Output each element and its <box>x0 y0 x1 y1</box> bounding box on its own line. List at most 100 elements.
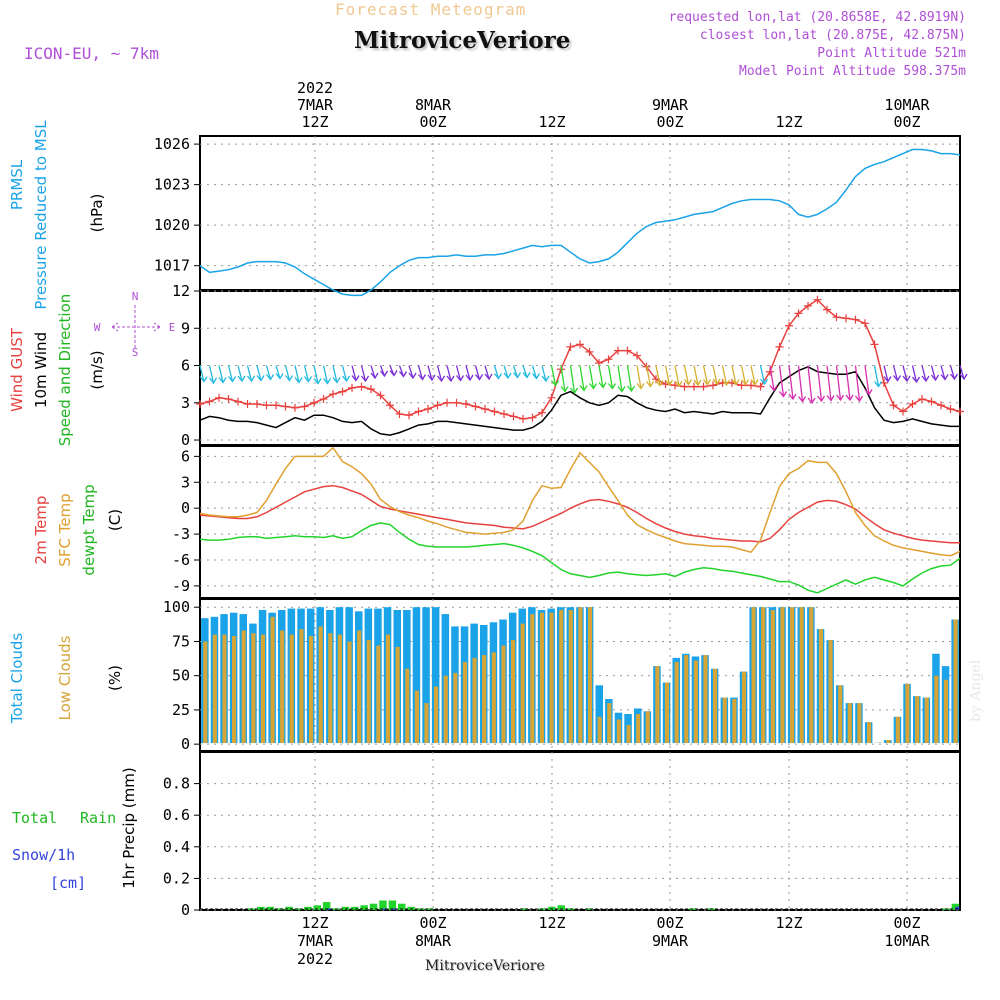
precip-bar-total <box>426 908 434 910</box>
wind-arrow <box>465 365 471 381</box>
gust-marker <box>471 402 480 411</box>
wind-arrow <box>531 365 538 379</box>
cloud-bar-low <box>395 646 400 743</box>
precip-bar-total <box>266 906 275 910</box>
model-label: ICON-EU, ~ 7km <box>24 44 159 63</box>
wind-arrow <box>731 365 737 385</box>
cloud-bar-low <box>203 641 208 743</box>
cloud-bar-low <box>568 610 573 743</box>
gust-marker <box>348 383 356 392</box>
cloud-bar-total <box>595 685 603 743</box>
wind-arrow-head <box>759 378 769 386</box>
ytick-label-precip: 0.6 <box>163 806 190 824</box>
wind-arrow <box>626 365 633 392</box>
wind-arrow-head <box>816 395 826 403</box>
gust-marker <box>272 401 280 410</box>
wind-arrow-head <box>959 373 968 381</box>
wind-arrow <box>341 365 348 382</box>
cloud-bar-low <box>943 679 948 743</box>
top-tick-date: 10MAR <box>884 96 930 114</box>
gust-marker <box>633 351 641 360</box>
series-line-temperature-0 <box>199 484 960 544</box>
wind-arrow <box>712 365 718 385</box>
cloud-bar-low <box>385 634 390 743</box>
cloud-bar-low <box>790 607 795 743</box>
gust-marker <box>937 401 945 410</box>
closest-coords: closest lon,lat (20.875E, 42.875N) <box>699 28 966 43</box>
cloud-bar-low <box>732 699 737 743</box>
precip-bar-total <box>548 906 556 910</box>
wind-arrow <box>332 365 338 383</box>
wind-arrow <box>636 365 642 389</box>
wind-arrow-head <box>769 385 778 392</box>
ytick-label-temperature: -6 <box>172 551 190 569</box>
top-tick-hour: 00Z <box>419 113 446 131</box>
wind-arrow-head <box>873 381 883 388</box>
cloud-bar-low <box>241 630 246 743</box>
cloud-bar-low <box>318 626 323 743</box>
wind-arrow-head <box>626 385 636 393</box>
wind-arrow-head <box>778 391 788 398</box>
wind-arrow <box>436 365 443 382</box>
wind-arrow-head <box>560 386 569 393</box>
wind-arrow <box>892 365 899 381</box>
ytick-label-precip: 0.4 <box>163 838 190 856</box>
gust-marker <box>253 400 261 409</box>
wind-arrow <box>683 365 690 385</box>
cloud-bar-low <box>520 623 525 743</box>
gust-marker <box>699 382 708 391</box>
bottom-tick-hour: 12Z <box>538 914 565 932</box>
gust-marker <box>899 407 907 416</box>
gust-marker <box>205 397 214 406</box>
precip-bar-total <box>304 906 312 910</box>
wind-arrow-head <box>588 383 598 390</box>
cloud-bar-low <box>838 685 843 743</box>
wind-arrow-head <box>693 379 702 387</box>
wind-arrow-head <box>892 375 902 382</box>
compass-s: S <box>132 346 139 359</box>
bottom-tick-date: 7MAR <box>297 932 334 950</box>
precip-bar-total <box>257 906 265 910</box>
wind-arrow <box>474 365 481 380</box>
ytick-label-precip: 0.2 <box>163 869 190 887</box>
cloud-bar-low <box>588 607 593 743</box>
precip-bar-total <box>557 905 565 910</box>
wind-arrow-head <box>655 380 664 387</box>
wind-arrow <box>864 365 870 395</box>
wind-arrow <box>721 365 728 386</box>
wind-arrow <box>484 365 490 380</box>
wind-arrow <box>579 365 585 391</box>
top-tick-hour: 12Z <box>301 113 328 131</box>
cloud-bar-low <box>212 634 217 743</box>
wind-arrow-head <box>607 383 617 390</box>
ytick-label-wind: 12 <box>172 282 190 300</box>
wind-arrow-head <box>788 393 797 401</box>
ytick-label-temperature: 3 <box>181 473 190 491</box>
cloud-bar-low <box>636 714 641 743</box>
gust-marker <box>262 401 271 410</box>
cloud-bar-low <box>280 630 285 743</box>
gust-marker <box>566 342 575 351</box>
wind-arrow <box>560 365 566 392</box>
cloud-bar-low <box>443 675 448 743</box>
label-ms: (m/s) <box>88 350 106 389</box>
precip-bar-total <box>322 902 331 910</box>
panel-frame-precip <box>199 751 961 911</box>
cloud-bar-low <box>357 630 362 743</box>
precip-bar-total <box>285 906 293 910</box>
cloud-bar-low <box>770 610 775 743</box>
cloud-bar-low <box>347 641 352 743</box>
precip-bar-total <box>398 903 406 910</box>
cloud-bar-low <box>761 607 766 743</box>
wind-arrow <box>655 365 661 386</box>
gust-marker <box>310 398 318 407</box>
wind-arrow-head <box>940 374 949 381</box>
wind-arrow <box>854 365 861 402</box>
compass-e: E <box>169 321 176 334</box>
wind-arrow-head <box>902 375 911 383</box>
gust-marker <box>946 404 955 413</box>
ytick-label-temperature: -3 <box>172 525 190 543</box>
gust-marker <box>319 395 328 404</box>
wind-arrow-head <box>436 375 446 383</box>
wind-arrow <box>370 365 376 379</box>
